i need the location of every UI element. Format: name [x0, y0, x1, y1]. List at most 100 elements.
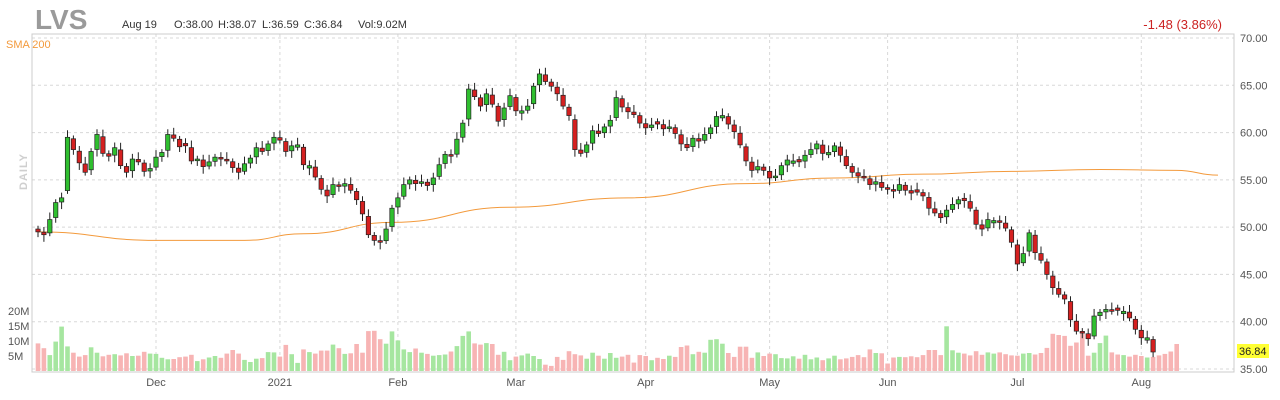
candle: [348, 177, 354, 194]
volume-bar: [448, 351, 454, 371]
candle: [867, 175, 873, 190]
volume-bar: [330, 344, 336, 371]
candle: [772, 168, 779, 182]
date-tick-label: Apr: [637, 377, 654, 389]
candle: [1103, 304, 1109, 320]
candle: [407, 176, 413, 190]
candle: [1138, 325, 1144, 345]
candle: [855, 167, 861, 184]
volume-bar: [1062, 335, 1067, 371]
volume-bar: [560, 359, 566, 371]
sma-label: SMA 200: [6, 39, 51, 51]
candle: [330, 177, 336, 198]
volume-bar: [873, 353, 879, 371]
candle: [141, 159, 147, 177]
volume-bar: [466, 331, 471, 371]
price-tick-label: 65.00: [1240, 80, 1268, 92]
candle: [236, 162, 242, 180]
candle: [177, 135, 183, 152]
volume-bar: [672, 356, 678, 371]
volume-bar: [1097, 343, 1103, 371]
volume-bar: [773, 354, 778, 371]
candle: [171, 127, 177, 142]
volume-bar: [973, 351, 979, 371]
candle: [354, 188, 360, 205]
candle: [991, 217, 997, 229]
volume-bar: [914, 357, 920, 371]
candle: [961, 193, 967, 208]
volume-bar: [967, 355, 973, 371]
volume-bar: [342, 353, 348, 371]
volume-bar: [324, 350, 330, 371]
volume-bar: [301, 349, 306, 371]
volume-bar: [596, 355, 601, 371]
volume-bar: [1068, 345, 1073, 371]
volume-bar: [1044, 347, 1050, 371]
volume-bar: [554, 356, 560, 371]
price-axis: 35.00 40.00 45.00 50.00 55.00 60.00 65.00 70.00: [1240, 33, 1268, 376]
volume-bar: [637, 355, 643, 371]
volume-bar: [1174, 344, 1179, 371]
candle: [159, 149, 165, 162]
volume-bar: [442, 354, 448, 371]
volume-bar: [141, 351, 147, 371]
volume-bar: [318, 350, 324, 371]
candle: [542, 67, 548, 85]
candle: [590, 125, 596, 151]
candle: [472, 82, 478, 100]
volume-bar: [490, 344, 495, 371]
volume-bar: [100, 356, 106, 371]
candle: [230, 158, 236, 173]
volume-bar: [519, 355, 525, 371]
volume-bar: [460, 335, 466, 371]
volume-bar: [1139, 356, 1144, 371]
volume-bar: [1038, 353, 1044, 371]
candle: [908, 185, 914, 201]
volume-bar: [94, 352, 100, 371]
last-price-marker: [1237, 344, 1269, 358]
candle: [389, 204, 395, 232]
candle: [808, 142, 814, 158]
volume-bar: [796, 358, 802, 371]
candle: [525, 98, 531, 114]
header-high: H:38.07: [218, 19, 257, 31]
candle: [1144, 330, 1150, 344]
volume-bar: [1156, 355, 1162, 371]
volume-bar: [979, 354, 985, 371]
volume-bar: [849, 356, 855, 371]
candle: [920, 189, 926, 202]
candle: [1073, 314, 1079, 335]
volume-bar: [507, 360, 513, 371]
volume-bar: [242, 359, 247, 371]
candle: [743, 143, 749, 167]
candle: [271, 132, 277, 151]
volume-bar: [472, 343, 477, 371]
volume-bar: [283, 344, 289, 371]
last-price-label: 36.84: [1239, 346, 1267, 358]
volume-bar: [767, 353, 772, 371]
volume-bar: [183, 356, 188, 371]
candle: [1132, 315, 1138, 335]
volume-bar: [1115, 354, 1120, 371]
volume-bar: [65, 346, 70, 371]
volume-bar: [224, 353, 230, 371]
candle: [820, 139, 826, 161]
volume-bar: [602, 358, 607, 371]
candle: [495, 102, 501, 127]
candle: [690, 134, 696, 152]
volume-bar: [838, 359, 843, 371]
candle: [477, 94, 484, 112]
candle: [902, 181, 908, 196]
candle: [796, 156, 802, 168]
candle: [295, 137, 301, 151]
volume-bar: [908, 356, 914, 371]
header-date: Aug 19: [122, 19, 157, 31]
volume-bar: [1121, 355, 1126, 371]
volume-bar: [124, 353, 129, 371]
candle: [153, 150, 159, 171]
volume-bar: [549, 365, 554, 371]
candle: [206, 154, 212, 170]
candle: [843, 149, 849, 169]
candle: [979, 219, 985, 237]
